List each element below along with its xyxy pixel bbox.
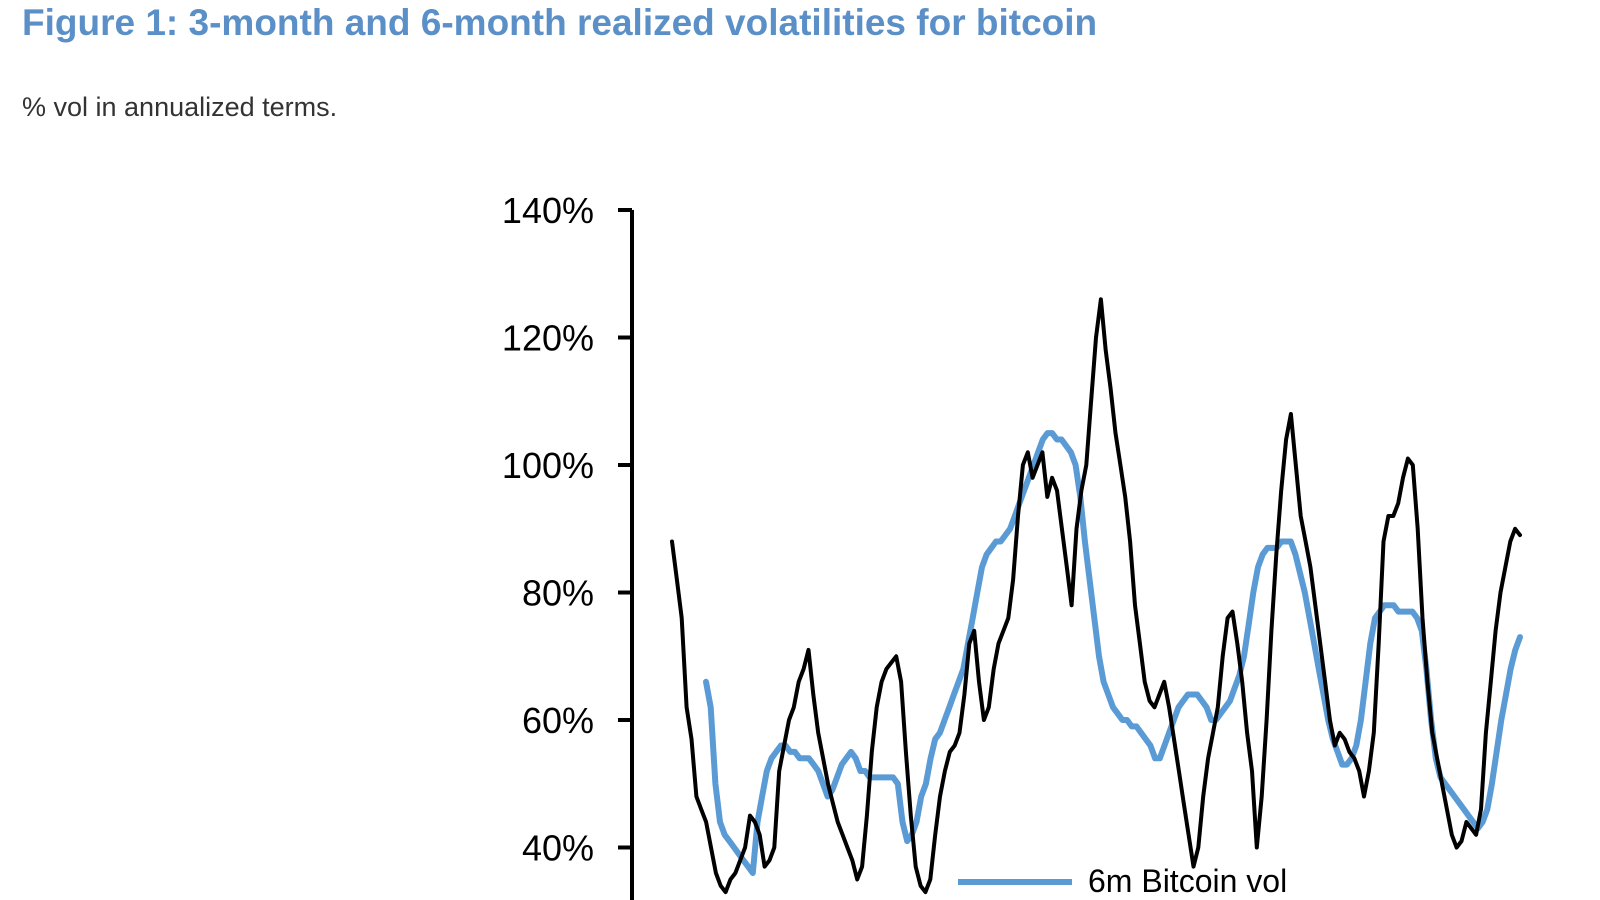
figure-title: Figure 1: 3-month and 6-month realized v…	[22, 2, 1098, 43]
series-line-6m-bitcoin-vol	[703, 430, 1523, 876]
y-tick-label: 100%	[502, 445, 594, 486]
y-axis-tick-labels: 140% 120% 100% 80% 60% 40%	[502, 190, 594, 869]
y-tick-label: 140%	[502, 190, 594, 231]
series-group	[670, 297, 1523, 895]
y-tick-label: 40%	[522, 828, 594, 869]
series-line-3m-bitcoin-vol	[670, 297, 1522, 895]
figure-subtitle: % vol in annualized terms.	[22, 92, 338, 122]
legend-label: 6m Bitcoin vol	[1088, 863, 1287, 899]
y-tick-label: 60%	[522, 700, 594, 741]
y-tick-label: 120%	[502, 318, 594, 359]
legend: 6m Bitcoin vol	[958, 863, 1287, 899]
y-axis-ticks	[618, 208, 632, 850]
y-tick-label: 80%	[522, 573, 594, 614]
